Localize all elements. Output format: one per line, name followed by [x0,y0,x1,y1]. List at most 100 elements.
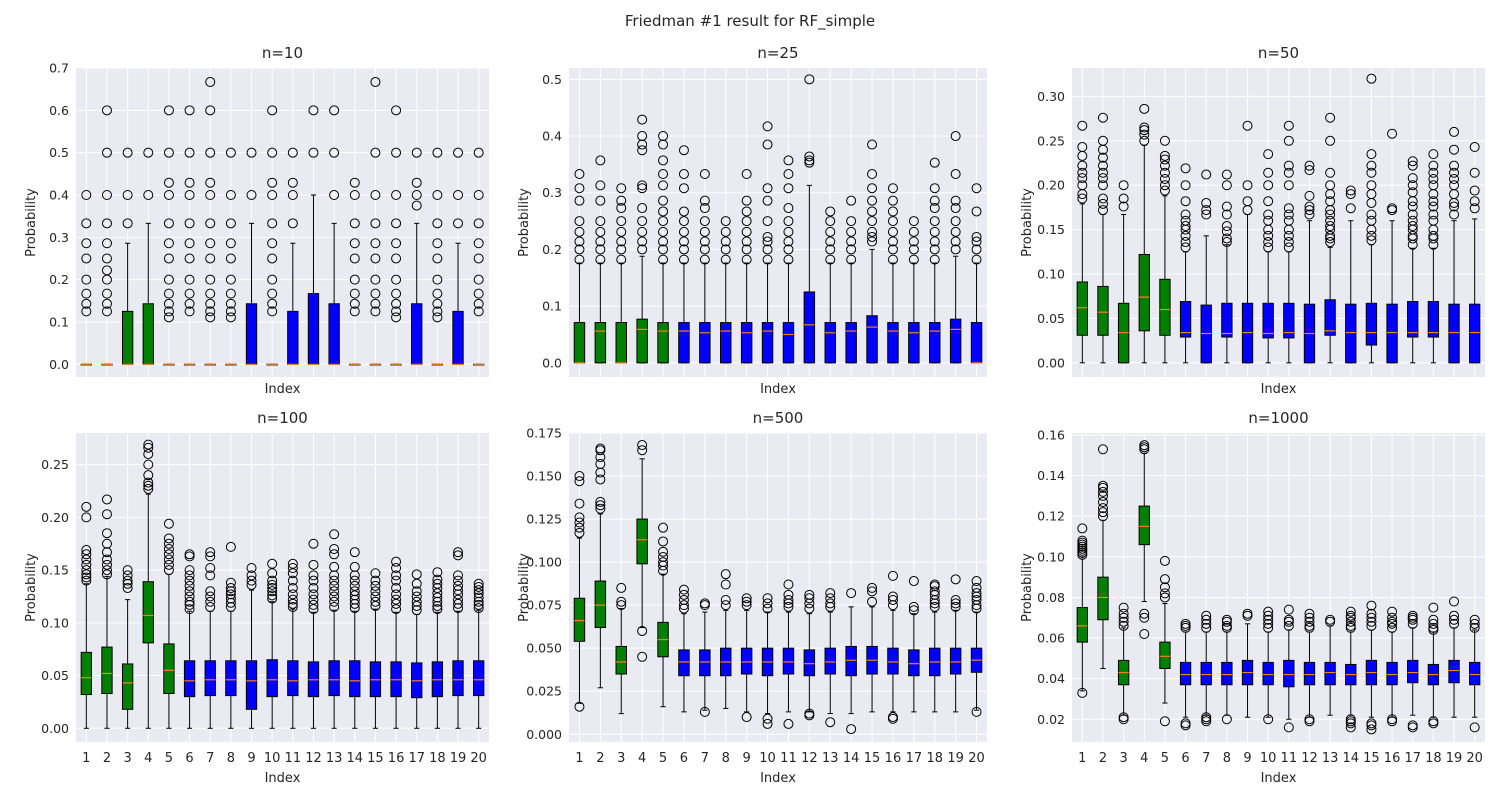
flier-point [81,238,92,249]
flier-point [1097,486,1108,497]
x-tick-label: 18 [1425,751,1442,766]
flier-point [846,226,857,237]
flier-point [1097,180,1108,191]
flier-point [950,131,961,142]
flier-point [574,498,585,509]
flier-point [825,254,836,265]
flier-point [1263,180,1274,191]
flier-point [1366,620,1377,631]
flier-point [349,218,360,229]
x-tick-label: 16 [885,751,902,766]
flier-point [1428,173,1439,184]
x-tick-label: 20 [470,751,487,766]
flier-point [308,599,319,610]
flier-point [473,147,484,158]
box [121,310,134,365]
x-tick-label: 17 [906,751,923,766]
flier-point [1180,215,1191,226]
flier-point [329,596,340,607]
flier-point [1097,480,1108,491]
flier-point [867,586,878,597]
flier-point [971,706,982,717]
flier-point [411,189,422,200]
box [328,303,340,365]
flier-point [329,602,340,613]
flier-point [637,145,648,156]
x-tick-label: 17 [1404,751,1421,766]
flier-point [678,169,689,180]
subplot: 0.000 0.025 0.050 0.075 0.100 0.125 0.150 0.175… [517,409,987,786]
flier-point [1428,716,1439,727]
flier-point [329,586,340,597]
flier-point [1469,614,1480,625]
flier-point [595,236,606,247]
flier-point [574,512,585,523]
flier-point [205,547,216,558]
flier-point [184,570,195,581]
flier-point [1407,221,1418,232]
flier-point [699,203,710,214]
flier-point [908,244,919,255]
box [657,322,669,364]
flier-point [1221,180,1232,191]
flier-point [1263,167,1274,178]
flier-point [205,147,216,158]
flier-point [658,216,669,227]
flier-point [432,312,443,323]
flier-point [1201,618,1212,629]
flier-point [762,236,773,247]
flier-point [267,177,278,188]
box [699,649,711,677]
plot-area [76,68,489,377]
flier-point [1407,618,1418,629]
flier-point [81,575,92,586]
flier-point [411,200,422,211]
box [1324,299,1336,336]
flier-point [1118,180,1129,191]
flier-point [678,236,689,247]
flier-point [370,580,381,591]
flier-point [1283,237,1294,248]
flier-point [122,147,133,158]
box [782,322,795,364]
flier-point [308,575,319,586]
flier-point [1345,610,1356,621]
x-tick-label: 18 [429,751,446,766]
flier-point [184,105,195,116]
flier-point [616,254,627,265]
x-tick-label: 13 [326,751,343,766]
flier-point [1139,125,1150,136]
flier-point [1077,173,1088,184]
flier-point [658,236,669,247]
y-axis-label: Probability [1020,188,1035,257]
flier-point [122,578,133,589]
flier-point [1428,602,1439,613]
flier-point [1387,714,1398,725]
flier-point [699,598,710,609]
flier-point [246,562,257,573]
flier-point [81,512,92,523]
flier-point [432,298,443,309]
flier-point [783,216,794,227]
flier-point [101,298,112,309]
flier-point [1428,149,1439,160]
flier-point [391,594,402,605]
flier-point [867,231,878,242]
flier-point [349,177,360,188]
flier-point [101,265,112,276]
flier-point [637,226,648,237]
flier-point [1407,173,1418,184]
y-axis-label: Probability [1020,553,1035,622]
flier-point [370,218,381,229]
flier-point [950,195,961,206]
flier-point [971,236,982,247]
flier-point [678,244,689,255]
flier-point [971,244,982,255]
flier-point [1201,622,1212,633]
flier-point [1201,209,1212,220]
flier-point [783,254,794,265]
flier-point [1118,712,1129,723]
box [452,310,464,365]
flier-point [163,549,174,560]
